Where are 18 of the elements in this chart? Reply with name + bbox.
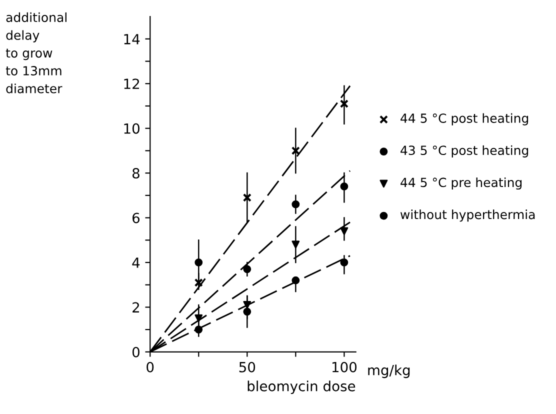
legend-label: 44 5 °C post heating <box>400 113 528 126</box>
legend-label: 44 5 °C pre heating <box>400 177 522 190</box>
text: mg/kg <box>368 364 410 378</box>
legend-label: 43 5 °C post heating <box>400 145 528 158</box>
y-tick-label: 0 <box>132 346 140 358</box>
y-tick-label: 4 <box>132 258 140 268</box>
x-tick-label: 50 <box>239 362 256 372</box>
y-tick-label: 12 <box>124 78 140 89</box>
x-tick-label: 0 <box>146 362 154 372</box>
y-tick-label: 8 <box>132 168 140 179</box>
legend-label: without hyperthermia <box>400 210 535 222</box>
x-axis-title: bleomycin dose <box>248 380 356 394</box>
y-tick-label: 10 <box>124 123 140 134</box>
y-axis-title: additional delay to grow to 13mm diameter <box>6 12 66 94</box>
y-tick-label: 14 <box>124 34 140 44</box>
y-tick-label: 6 <box>132 212 140 224</box>
y-tick-label: 2 <box>132 302 140 312</box>
x-tick-label: 100 <box>332 362 357 372</box>
